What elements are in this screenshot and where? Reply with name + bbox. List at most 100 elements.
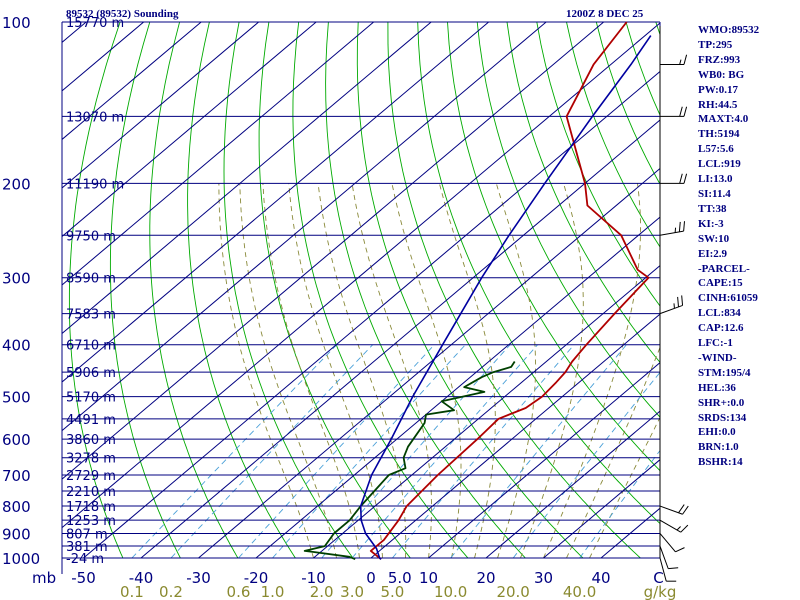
index-item: STM:195/4 bbox=[698, 366, 751, 379]
wind-barb bbox=[659, 519, 689, 533]
dry-adiabat-line bbox=[223, 21, 354, 559]
isotherm-line bbox=[61, 21, 489, 383]
height-label: 2729 m bbox=[66, 469, 116, 484]
mixing-ratio-label: 2.0 bbox=[310, 583, 334, 600]
parcel-path-line bbox=[359, 35, 652, 560]
temperature-tick-label: C bbox=[653, 569, 663, 587]
index-item: L57:5.6 bbox=[698, 143, 734, 156]
dry-adiabat-line bbox=[417, 21, 661, 524]
wind-barb-flag bbox=[679, 59, 682, 65]
moist-adiabat-line bbox=[589, 417, 661, 559]
isotherm-line bbox=[543, 459, 661, 559]
wind-barb-flag bbox=[675, 547, 685, 553]
isotherm-line bbox=[61, 21, 202, 140]
height-label: 2210 m bbox=[66, 485, 116, 500]
index-item: HEL:36 bbox=[698, 381, 736, 394]
index-item: CAPE:15 bbox=[698, 277, 743, 290]
index-item: EHI:0.0 bbox=[698, 426, 736, 439]
index-item: TT:38 bbox=[698, 202, 727, 215]
pressure-tick-label: 300 bbox=[2, 270, 31, 288]
wind-barb-flag bbox=[678, 504, 685, 514]
height-label: 3278 m bbox=[66, 452, 116, 467]
moist-adiabat-line bbox=[543, 183, 641, 559]
wind-barb-flag bbox=[683, 54, 688, 65]
mixing-ratio-line bbox=[272, 344, 466, 559]
isotherm-line bbox=[61, 21, 87, 43]
height-label: 1718 m bbox=[66, 500, 116, 515]
index-item: TH:5194 bbox=[698, 128, 740, 141]
mixing-ratio-label: 0.2 bbox=[159, 583, 183, 600]
height-label: 11190 m bbox=[66, 177, 124, 192]
dry-adiabat-line bbox=[595, 21, 661, 185]
isotherm-line bbox=[61, 21, 432, 334]
index-item: -WIND- bbox=[698, 351, 737, 364]
observation-time: 1200Z 8 DEC 25 bbox=[566, 8, 644, 20]
mixing-ratio-label: 5.0 bbox=[380, 583, 404, 600]
height-label: 1253 m bbox=[66, 514, 116, 529]
isotherm-line bbox=[140, 119, 661, 559]
dry-adiabat-line bbox=[506, 21, 661, 363]
dry-adiabat-line bbox=[536, 21, 661, 307]
dry-adiabat-line bbox=[325, 21, 526, 559]
isotherm-line bbox=[255, 216, 661, 559]
temperature-tick-label: 5.0 bbox=[388, 569, 412, 587]
dewpoint-line bbox=[303, 361, 516, 561]
index-item: SHR+:0.0 bbox=[698, 396, 745, 409]
wind-barb bbox=[660, 54, 688, 65]
isotherm-line bbox=[61, 21, 374, 286]
mixing-ratio-label: 40.0 bbox=[563, 583, 596, 600]
wind-barb-shaft bbox=[659, 533, 676, 553]
index-item: LFC:-1 bbox=[698, 337, 733, 350]
index-item: FRZ:993 bbox=[698, 53, 741, 66]
wind-barb-shaft bbox=[659, 545, 669, 569]
mixing-ratio-label: 20.0 bbox=[496, 583, 529, 600]
wind-barb bbox=[660, 173, 688, 184]
moist-adiabat-line bbox=[520, 183, 584, 559]
temperature-tick-label: -40 bbox=[129, 569, 154, 587]
pressure-tick-label: 900 bbox=[2, 525, 31, 543]
pressure-tick-label: 700 bbox=[2, 467, 31, 485]
wind-barb-flag bbox=[676, 526, 681, 531]
isotherm-line bbox=[198, 168, 661, 559]
wind-barb-flag bbox=[680, 524, 689, 533]
height-label: 8590 m bbox=[66, 272, 116, 287]
wind-barb-shaft bbox=[659, 304, 683, 315]
pressure-tick-label: 100 bbox=[2, 14, 31, 32]
y-axis-unit-label: mb bbox=[32, 569, 56, 587]
height-label: 3860 m bbox=[66, 433, 116, 448]
height-label: 6710 m bbox=[66, 339, 116, 354]
mixing-ratio-line bbox=[579, 450, 661, 559]
index-item: LCL:919 bbox=[698, 158, 741, 171]
dry-adiabat-line bbox=[447, 21, 661, 472]
isotherm-line bbox=[370, 313, 661, 559]
temperature-tick-label: -50 bbox=[71, 569, 96, 587]
index-item: RH:44.5 bbox=[698, 98, 738, 111]
wind-barb-flag bbox=[678, 221, 681, 232]
index-item: BRN:1.0 bbox=[698, 441, 739, 454]
mixing-ratio-line bbox=[351, 344, 538, 559]
index-item: EI:2.9 bbox=[698, 247, 728, 260]
index-item: BSHR:14 bbox=[698, 456, 743, 469]
wind-barb bbox=[659, 545, 679, 570]
mixing-ratio-label: 3.0 bbox=[340, 583, 364, 600]
height-label: 7583 m bbox=[66, 308, 116, 323]
temperature-tick-label: -10 bbox=[301, 569, 326, 587]
temperature-tick-label: -30 bbox=[186, 569, 211, 587]
wind-barb-flag bbox=[683, 221, 686, 232]
wind-barb-flag bbox=[683, 106, 688, 117]
index-item: CAP:12.6 bbox=[698, 322, 744, 335]
height-label: 5170 m bbox=[66, 391, 116, 406]
index-item: MAXT:4.0 bbox=[698, 113, 749, 126]
isotherm-line bbox=[61, 21, 259, 189]
mixing-ratio-label: 0.6 bbox=[227, 583, 251, 600]
isotherm-line bbox=[83, 71, 661, 559]
temperature-tick-label: 40 bbox=[591, 569, 610, 587]
isotherm-lines bbox=[61, 21, 661, 559]
dry-adiabat-line bbox=[625, 21, 661, 116]
isotherm-line bbox=[61, 21, 547, 431]
index-item: WB0: BG bbox=[698, 68, 745, 81]
mixing-ratio-line bbox=[450, 344, 627, 559]
pressure-tick-label: 200 bbox=[2, 175, 31, 193]
